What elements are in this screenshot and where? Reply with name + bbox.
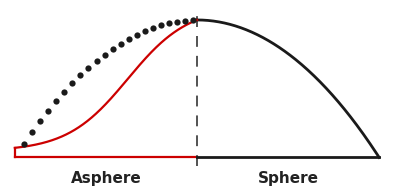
Text: Sphere: Sphere — [258, 171, 319, 186]
Text: Asphere: Asphere — [71, 171, 141, 186]
